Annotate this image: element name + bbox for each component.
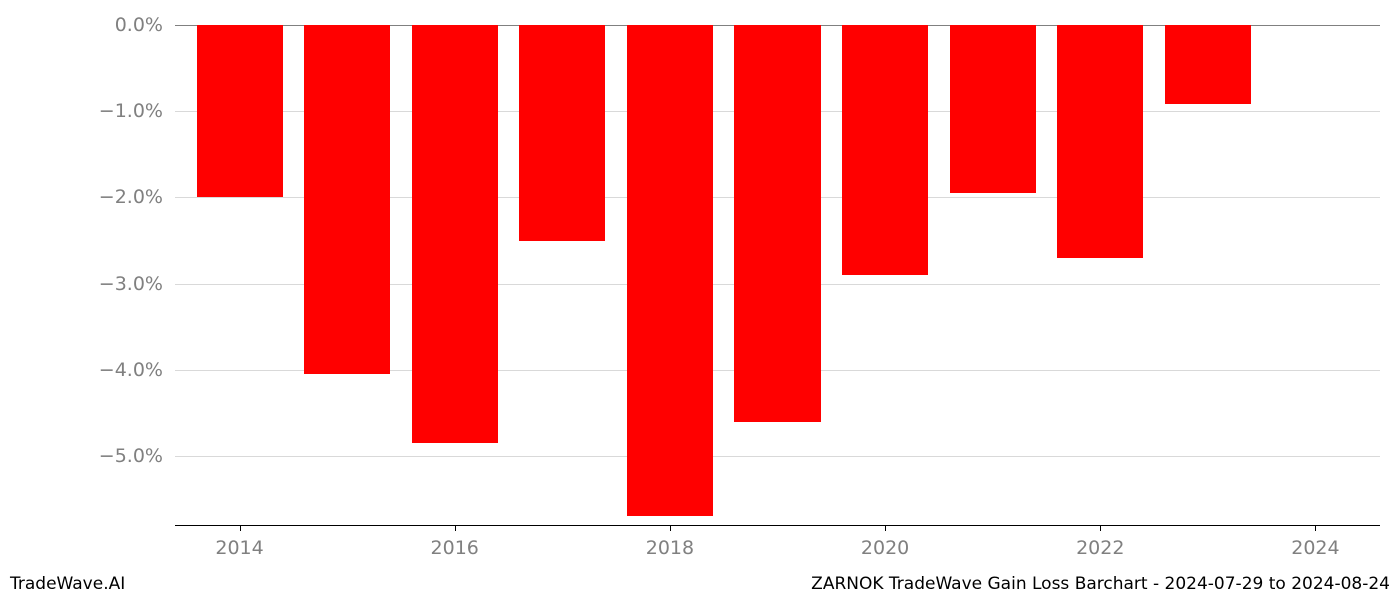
footer-left-label: TradeWave.AI [10,574,125,594]
bar [842,25,928,275]
x-tick-mark [455,525,456,531]
plot-area: 0.0%−1.0%−2.0%−3.0%−4.0%−5.0%20142016201… [175,25,1380,525]
y-tick-label: −4.0% [83,359,163,381]
x-tick-mark [240,525,241,531]
y-tick-label: −3.0% [83,273,163,295]
chart-container: 0.0% −1.0% −2.0% −3.0% −4.0% −5.0% 2014 2016 201… [0,0,1400,600]
bar [950,25,1036,193]
x-tick-mark [1315,525,1316,531]
bar [197,25,283,197]
y-tick-label: −5.0% [83,445,163,467]
x-tick-label: 2024 [1291,537,1339,559]
x-tick-label: 2016 [431,537,479,559]
bar [519,25,605,241]
bar [412,25,498,443]
x-tick-mark [885,525,886,531]
x-tick-label: 2018 [646,537,694,559]
y-tick-label: 0.0% [83,14,163,36]
x-tick-mark [1100,525,1101,531]
x-tick-label: 2020 [861,537,909,559]
y-tick-label: −2.0% [83,186,163,208]
x-tick-label: 2014 [215,537,263,559]
grid-line [175,456,1380,457]
bar [1057,25,1143,258]
bar [1165,25,1251,104]
bar [734,25,820,422]
footer-right-label: ZARNOK TradeWave Gain Loss Barchart - 20… [811,574,1390,594]
x-axis-spine [175,525,1380,526]
y-tick-label: −1.0% [83,100,163,122]
x-tick-label: 2022 [1076,537,1124,559]
x-tick-mark [670,525,671,531]
bar [304,25,390,374]
bar [627,25,713,516]
